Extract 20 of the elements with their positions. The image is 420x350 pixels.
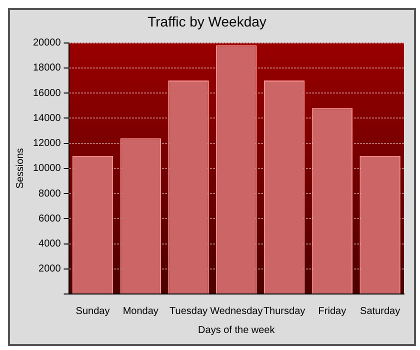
x-tick-label: Thursday (263, 306, 306, 317)
y-tick-label: 8000 (38, 188, 62, 200)
x-tick-label: Saturday (360, 306, 400, 317)
y-tick-label: 10000 (32, 163, 62, 174)
y-tick-label: 16000 (32, 88, 62, 99)
y-tick-label: 2000 (38, 264, 62, 275)
chart-title: Traffic by Weekday (148, 13, 266, 30)
y-tick-label: 6000 (38, 213, 62, 224)
x-tick-label: Tuesday (170, 306, 208, 317)
x-tick-label: Sunday (76, 306, 110, 317)
x-axis-title: Days of the week (198, 324, 276, 336)
x-tick-label: Friday (318, 306, 346, 317)
y-tick-label: 4000 (38, 238, 62, 250)
y-axis-title: Sessions (14, 148, 26, 189)
x-tick-label: Monday (122, 306, 158, 317)
y-tick-label: 20000 (32, 38, 62, 49)
y-tick-label: 18000 (32, 62, 62, 74)
y-tick-label: 12000 (32, 138, 62, 150)
y-tick-label: 14000 (32, 112, 62, 124)
x-tick-label: Wednesday (210, 306, 263, 317)
